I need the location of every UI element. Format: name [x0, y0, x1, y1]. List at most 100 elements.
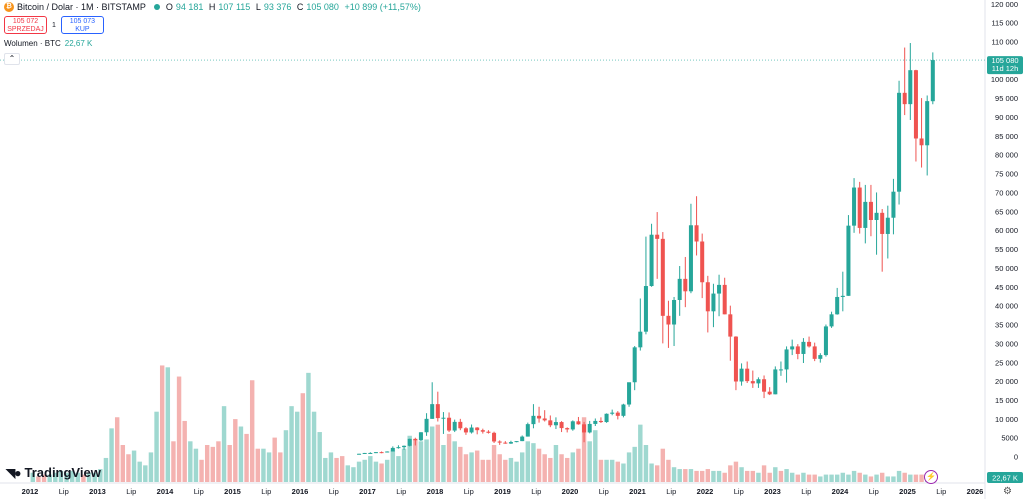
volume-bar	[474, 450, 480, 482]
time-tick-label: Lip	[261, 487, 271, 496]
buy-button[interactable]: 105 073 KUP	[60, 16, 104, 34]
time-tick-label: 2022	[697, 487, 714, 496]
time-tick-label: 2015	[224, 487, 241, 496]
time-tick-label: Lip	[801, 487, 811, 496]
price-tick-label: 90 000	[995, 113, 1018, 122]
price-tick-label: 30 000	[995, 339, 1018, 348]
sell-label: SPRZEDAJ	[7, 26, 44, 33]
volume-bar	[424, 439, 429, 482]
volume-bar	[863, 474, 868, 482]
volume-value: 22,67 K	[64, 39, 93, 48]
volume-layer	[30, 365, 936, 482]
high-key: H	[208, 2, 216, 12]
time-tick-label: 2018	[427, 487, 444, 496]
volume-bar	[384, 459, 390, 482]
volume-bar	[289, 406, 294, 482]
price-tick-label: 80 000	[995, 151, 1018, 160]
market-status-icon[interactable]	[153, 4, 160, 10]
volume-bar	[92, 472, 97, 482]
time-tick-label: Lip	[59, 487, 69, 496]
candle-body	[790, 346, 795, 350]
volume-bar	[379, 463, 384, 482]
volume-bar	[323, 457, 328, 482]
candle-body	[835, 296, 840, 315]
volume-bar	[36, 476, 41, 482]
candle-body	[570, 421, 575, 430]
volume-bar	[98, 469, 103, 482]
time-tick-label: 2026	[967, 487, 984, 496]
volume-legend[interactable]: Wolumen · BTC 22,67 K	[4, 39, 92, 48]
volume-bar	[536, 448, 542, 482]
time-tick-label: Lip	[194, 487, 204, 496]
time-tick-label: 2017	[359, 487, 376, 496]
volume-bar	[204, 445, 210, 482]
volume-bar	[868, 476, 874, 482]
candle-body	[593, 420, 598, 424]
volume-bar	[829, 474, 834, 482]
volume-bar	[486, 459, 491, 482]
volume-bar	[227, 445, 232, 482]
tradingview-logo[interactable]: ◥● TradingView	[6, 465, 101, 480]
volume-bar	[300, 393, 306, 482]
volume-bar	[446, 433, 452, 482]
symbol-title[interactable]: Bitcoin / Dolar · 1M · BITSTAMP	[17, 2, 146, 12]
last-price-label: 105 080 11d 12h	[987, 56, 1023, 75]
time-axis[interactable]: 2012 Lip 2013 Lip 2014 Lip 2015 Lip 2016 Lip 2017 L…	[22, 487, 984, 496]
volume-bar	[593, 430, 598, 482]
candle-body	[475, 427, 480, 431]
price-tick-label: 45 000	[995, 283, 1018, 292]
volume-bar	[165, 367, 171, 482]
gear-icon[interactable]: ⚙	[1003, 486, 1012, 497]
volume-bar	[390, 450, 396, 482]
time-tick-label: Lip	[869, 487, 879, 496]
volume-bar	[750, 470, 756, 482]
candle-body	[632, 347, 637, 383]
candle-body	[908, 70, 913, 105]
candle-body	[829, 314, 834, 327]
candle-body	[627, 382, 632, 405]
volume-bar	[559, 454, 564, 482]
volume-bar	[458, 446, 463, 482]
chevron-up-icon[interactable]: ⌃	[4, 53, 20, 65]
candle-body	[722, 284, 727, 315]
close-value: 105 080	[306, 2, 339, 12]
volume-bar	[396, 456, 401, 482]
volume-bar	[452, 441, 457, 482]
volume-bar	[266, 452, 272, 482]
candle-body	[598, 420, 603, 423]
candle-body	[390, 447, 395, 452]
time-tick-label: 2020	[562, 487, 579, 496]
price-tick-label: 5000	[1001, 434, 1018, 443]
volume-last-label: 22,67 K	[987, 472, 1023, 483]
volume-bar	[255, 448, 261, 482]
volume-bar	[120, 445, 126, 482]
candle-layer	[357, 43, 935, 455]
candle-body	[402, 445, 407, 448]
candle-body	[520, 436, 525, 442]
price-tick-label: 115 000	[991, 19, 1018, 28]
candle-body	[582, 424, 587, 433]
candle-body	[424, 418, 429, 433]
candle-body	[615, 412, 620, 416]
last-price-countdown: 11d 12h	[992, 64, 1019, 73]
sell-button[interactable]: 105 072 SPRZEDAJ	[4, 16, 47, 34]
volume-bar	[818, 476, 823, 482]
candle-body	[925, 101, 930, 146]
volume-bar	[283, 430, 289, 482]
volume-bar	[317, 432, 322, 482]
volume-bar	[373, 461, 379, 482]
candle-body	[418, 432, 423, 441]
volume-bar	[660, 448, 666, 482]
time-tick-label: 2021	[629, 487, 646, 496]
volume-bar	[154, 411, 159, 482]
volume-bar	[834, 474, 840, 482]
volume-bar	[722, 472, 727, 482]
candle-body	[756, 379, 761, 384]
time-tick-label: 2012	[22, 487, 39, 496]
volume-bar	[193, 448, 199, 482]
price-tick-label: 35 000	[995, 321, 1018, 330]
candle-body	[688, 225, 693, 292]
lightning-icon[interactable]: ⚡	[924, 470, 938, 484]
low-key: L	[255, 2, 261, 12]
